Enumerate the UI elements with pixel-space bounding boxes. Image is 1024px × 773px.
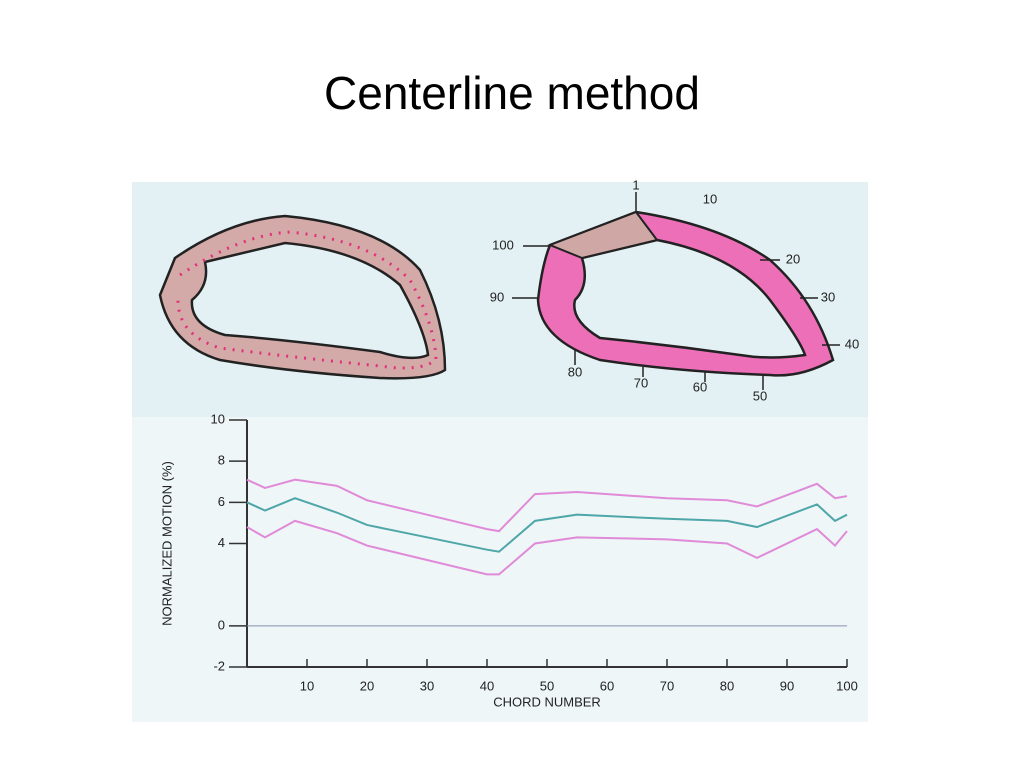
ventricle-diagram-left: [158, 214, 447, 380]
x-tick-label: 80: [720, 678, 734, 693]
x-tick-label: 60: [600, 678, 614, 693]
chord-label: 30: [821, 289, 835, 304]
slide-title: Centerline method: [324, 67, 700, 119]
y-tick-label: -2: [213, 658, 225, 673]
akinetic-segment: [547, 210, 659, 260]
y-tick-label: 4: [218, 535, 225, 550]
y-tick-label: 8: [218, 453, 225, 468]
chord-label: 50: [753, 388, 767, 403]
x-tick-label: 10: [300, 678, 314, 693]
chord-label: 60: [693, 379, 707, 394]
chord-label: 70: [634, 375, 648, 390]
data-line: [246, 478, 848, 533]
x-tick-label: 50: [540, 678, 554, 693]
chord-label: 10: [703, 191, 717, 206]
chord-label: 1: [632, 177, 639, 192]
chord-label: 40: [845, 336, 859, 351]
chord-label: 20: [786, 251, 800, 266]
y-tick-label: 0: [218, 617, 225, 632]
data-line: [246, 519, 848, 576]
y-tick-label: 6: [218, 494, 225, 509]
x-tick-label: 40: [480, 678, 494, 693]
chord-label: 90: [490, 289, 504, 304]
y-axis-title: NORMALIZED MOTION (%): [159, 461, 174, 626]
x-tick-label: 100: [836, 678, 858, 693]
chord-label: 100: [492, 237, 514, 252]
x-tick-label: 90: [780, 678, 794, 693]
chord-label: 80: [568, 364, 582, 379]
x-tick-label: 70: [660, 678, 674, 693]
data-line: [246, 497, 848, 553]
x-tick-label: 30: [420, 678, 434, 693]
ventricle-diagram-right: [536, 210, 835, 377]
x-tick-label: 20: [360, 678, 374, 693]
y-tick-label: 10: [211, 411, 225, 426]
chord-markers: [512, 192, 840, 390]
x-axis-title: CHORD NUMBER: [493, 694, 601, 709]
